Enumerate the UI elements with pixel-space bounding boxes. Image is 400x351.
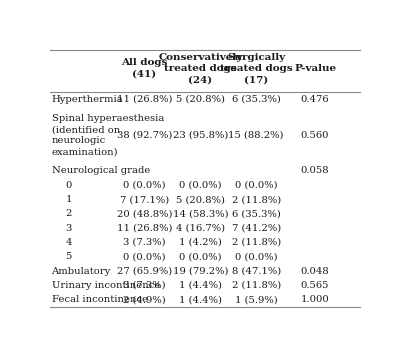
Text: 1 (5.9%): 1 (5.9%): [235, 295, 278, 304]
Text: 0.048: 0.048: [301, 267, 330, 276]
Text: 3: 3: [66, 224, 72, 233]
Text: 23 (95.8%): 23 (95.8%): [173, 131, 228, 140]
Text: 1.000: 1.000: [301, 295, 330, 304]
Text: 7 (17.1%): 7 (17.1%): [120, 195, 169, 204]
Text: 27 (65.9%): 27 (65.9%): [117, 267, 172, 276]
Text: Surgically
treated dogs
(17): Surgically treated dogs (17): [220, 53, 292, 84]
Text: 0: 0: [66, 181, 72, 190]
Text: 0 (0.0%): 0 (0.0%): [179, 252, 222, 261]
Text: 15 (88.2%): 15 (88.2%): [228, 131, 284, 140]
Text: Hyperthermia: Hyperthermia: [52, 95, 123, 104]
Text: 3 (7.3%): 3 (7.3%): [123, 238, 166, 247]
Text: 4: 4: [66, 238, 72, 247]
Text: 2 (11.8%): 2 (11.8%): [232, 195, 281, 204]
Text: Conservatively
treated dogs
(24): Conservatively treated dogs (24): [158, 53, 242, 84]
Text: 0.560: 0.560: [301, 131, 329, 140]
Text: 1 (4.4%): 1 (4.4%): [179, 281, 222, 290]
Text: 1 (4.2%): 1 (4.2%): [179, 238, 222, 247]
Text: 0.476: 0.476: [301, 95, 329, 104]
Text: Ambulatory: Ambulatory: [52, 267, 111, 276]
Text: 0 (0.0%): 0 (0.0%): [123, 252, 166, 261]
Text: 3 (7.3%): 3 (7.3%): [123, 281, 166, 290]
Text: 5: 5: [66, 252, 72, 261]
Text: Fecal incontinence: Fecal incontinence: [52, 295, 148, 304]
Text: 1 (4.4%): 1 (4.4%): [179, 295, 222, 304]
Text: 2 (4.9%): 2 (4.9%): [123, 295, 166, 304]
Text: 14 (58.3%): 14 (58.3%): [172, 210, 228, 218]
Text: 5 (20.8%): 5 (20.8%): [176, 195, 225, 204]
Text: 6 (35.3%): 6 (35.3%): [232, 95, 280, 104]
Text: 0.058: 0.058: [301, 166, 329, 176]
Text: 2: 2: [66, 210, 72, 218]
Text: 0 (0.0%): 0 (0.0%): [123, 181, 166, 190]
Text: 4 (16.7%): 4 (16.7%): [176, 224, 225, 233]
Text: 0.565: 0.565: [301, 281, 329, 290]
Text: Urinary incontinence: Urinary incontinence: [52, 281, 160, 290]
Text: 38 (92.7%): 38 (92.7%): [117, 131, 172, 140]
Text: 8 (47.1%): 8 (47.1%): [232, 267, 281, 276]
Text: All dogs
(41): All dogs (41): [121, 58, 168, 79]
Text: 1: 1: [66, 195, 72, 204]
Text: 11 (26.8%): 11 (26.8%): [117, 224, 172, 233]
Text: Spinal hyperaesthesia
(identified on
neurologic
examination): Spinal hyperaesthesia (identified on neu…: [52, 114, 164, 156]
Text: 0 (0.0%): 0 (0.0%): [235, 252, 278, 261]
Text: Neurological grade: Neurological grade: [52, 166, 150, 176]
Text: 0 (0.0%): 0 (0.0%): [179, 181, 222, 190]
Text: 6 (35.3%): 6 (35.3%): [232, 210, 280, 218]
Text: 20 (48.8%): 20 (48.8%): [117, 210, 172, 218]
Text: 0 (0.0%): 0 (0.0%): [235, 181, 278, 190]
Text: 7 (41.2%): 7 (41.2%): [232, 224, 281, 233]
Text: 5 (20.8%): 5 (20.8%): [176, 95, 225, 104]
Text: P-value: P-value: [294, 64, 336, 73]
Text: 2 (11.8%): 2 (11.8%): [232, 238, 281, 247]
Text: 19 (79.2%): 19 (79.2%): [173, 267, 228, 276]
Text: 2 (11.8%): 2 (11.8%): [232, 281, 281, 290]
Text: 11 (26.8%): 11 (26.8%): [117, 95, 172, 104]
